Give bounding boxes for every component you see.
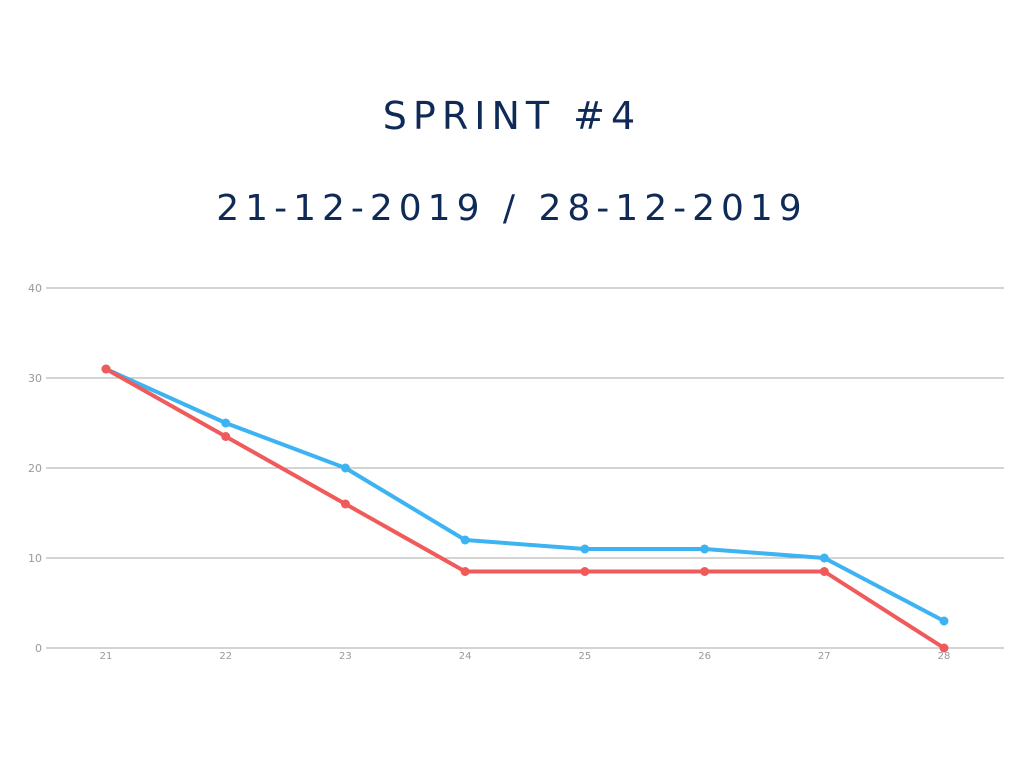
data-point	[221, 418, 231, 428]
data-point	[580, 544, 590, 554]
data-point	[221, 432, 231, 441]
chart-subtitle: 21-12-2019 / 28-12-2019	[216, 188, 808, 229]
series-lines	[101, 364, 949, 653]
data-point	[939, 643, 949, 653]
series-line	[104, 367, 946, 650]
series-1	[101, 364, 949, 653]
x-tick-label: 22	[219, 651, 232, 662]
x-tick-label: 24	[459, 651, 472, 662]
x-tick-label: 25	[578, 651, 591, 662]
x-axis-ticks: 21 22 23 24 25 26 27 28	[100, 651, 951, 662]
data-point	[700, 544, 710, 554]
series-0	[101, 364, 949, 626]
y-tick-label: 20	[28, 462, 42, 475]
data-point	[101, 364, 111, 374]
data-point	[819, 553, 829, 563]
y-tick-label: 10	[28, 552, 42, 565]
grid-lines	[46, 287, 1004, 649]
y-tick-label: 0	[35, 642, 42, 655]
x-tick-label: 21	[100, 651, 113, 662]
y-tick-label: 30	[28, 372, 42, 385]
x-tick-label: 23	[339, 651, 352, 662]
y-tick-label: 40	[28, 282, 42, 295]
data-point	[819, 567, 829, 576]
data-point	[460, 567, 470, 576]
data-point	[580, 567, 590, 576]
data-point	[340, 463, 350, 473]
x-tick-label: 28	[938, 651, 951, 662]
data-point	[939, 616, 949, 626]
series-line	[104, 367, 946, 623]
x-tick-label: 27	[818, 651, 831, 662]
y-axis-ticks: 0 10 20 30 40	[28, 282, 42, 655]
data-point	[340, 499, 350, 509]
x-tick-label: 26	[698, 651, 711, 662]
chart-title: SPRINT #4	[382, 94, 642, 138]
data-point	[460, 535, 470, 545]
data-point	[700, 567, 710, 576]
